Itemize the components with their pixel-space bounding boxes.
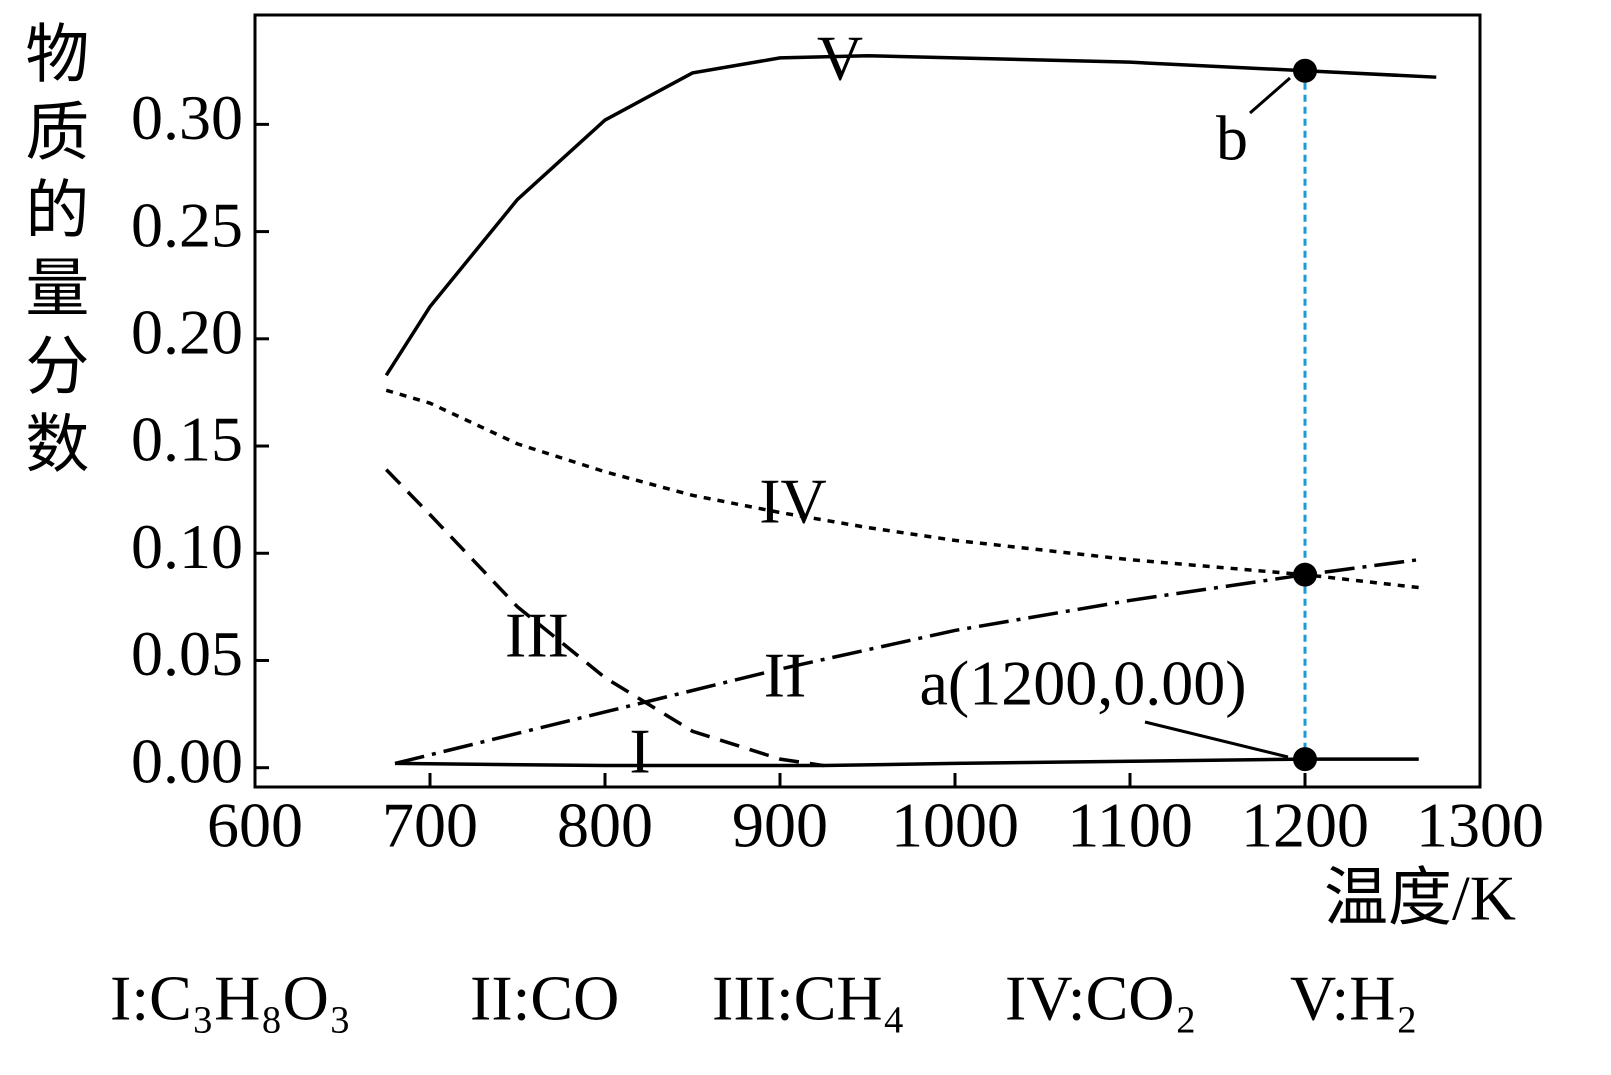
y-tick-label: 0.05 — [131, 618, 243, 689]
point — [1293, 562, 1317, 587]
curve-label: I — [629, 716, 650, 787]
curve-label: IV — [759, 466, 827, 537]
x-tick-label: 1200 — [1241, 790, 1369, 861]
legend-entry: I:C₃H₈O₃ — [110, 963, 351, 1034]
x-tick-label: 800 — [557, 790, 653, 861]
legend-entry: IV:CO₂ — [1005, 963, 1197, 1034]
pointer-line — [1249, 76, 1291, 115]
x-tick-label: 1000 — [891, 790, 1019, 861]
point — [1293, 747, 1317, 772]
series-line — [384, 468, 825, 768]
point — [1293, 58, 1317, 83]
y-axis-label: 物质的量分数 — [16, 20, 88, 488]
legend-entry: III:CH₄ — [712, 963, 905, 1034]
y-tick-label: 0.25 — [131, 189, 243, 260]
curve-label: III — [505, 600, 569, 671]
y-tick-label: 0.10 — [131, 511, 243, 582]
x-tick-label: 1300 — [1416, 790, 1544, 861]
series-line — [384, 53, 1437, 377]
pointer-line — [1144, 720, 1289, 759]
x-tick-label: 900 — [732, 790, 828, 861]
point-label: b — [1216, 103, 1248, 174]
x-tick-label: 600 — [207, 790, 303, 861]
curve-label: V — [817, 23, 863, 94]
curve-label: II — [764, 640, 807, 711]
x-tick-label: 1100 — [1067, 790, 1193, 861]
y-tick-label: 0.30 — [131, 82, 243, 153]
series-line — [394, 757, 1419, 768]
point-label: a(1200,0.00) — [919, 648, 1246, 719]
plot-frame — [253, 13, 1482, 789]
series-line — [385, 388, 1419, 590]
y-tick-label: 0.15 — [131, 404, 243, 475]
legend-entry: V:H₂ — [1290, 963, 1418, 1034]
legend-entry: II:CO — [470, 963, 619, 1034]
y-tick-label: 0.20 — [131, 296, 243, 367]
series-line — [394, 557, 1419, 766]
x-tick-label: 700 — [382, 790, 478, 861]
y-tick-label: 0.00 — [131, 725, 243, 796]
x-axis-label: 温度/K — [1324, 863, 1516, 934]
